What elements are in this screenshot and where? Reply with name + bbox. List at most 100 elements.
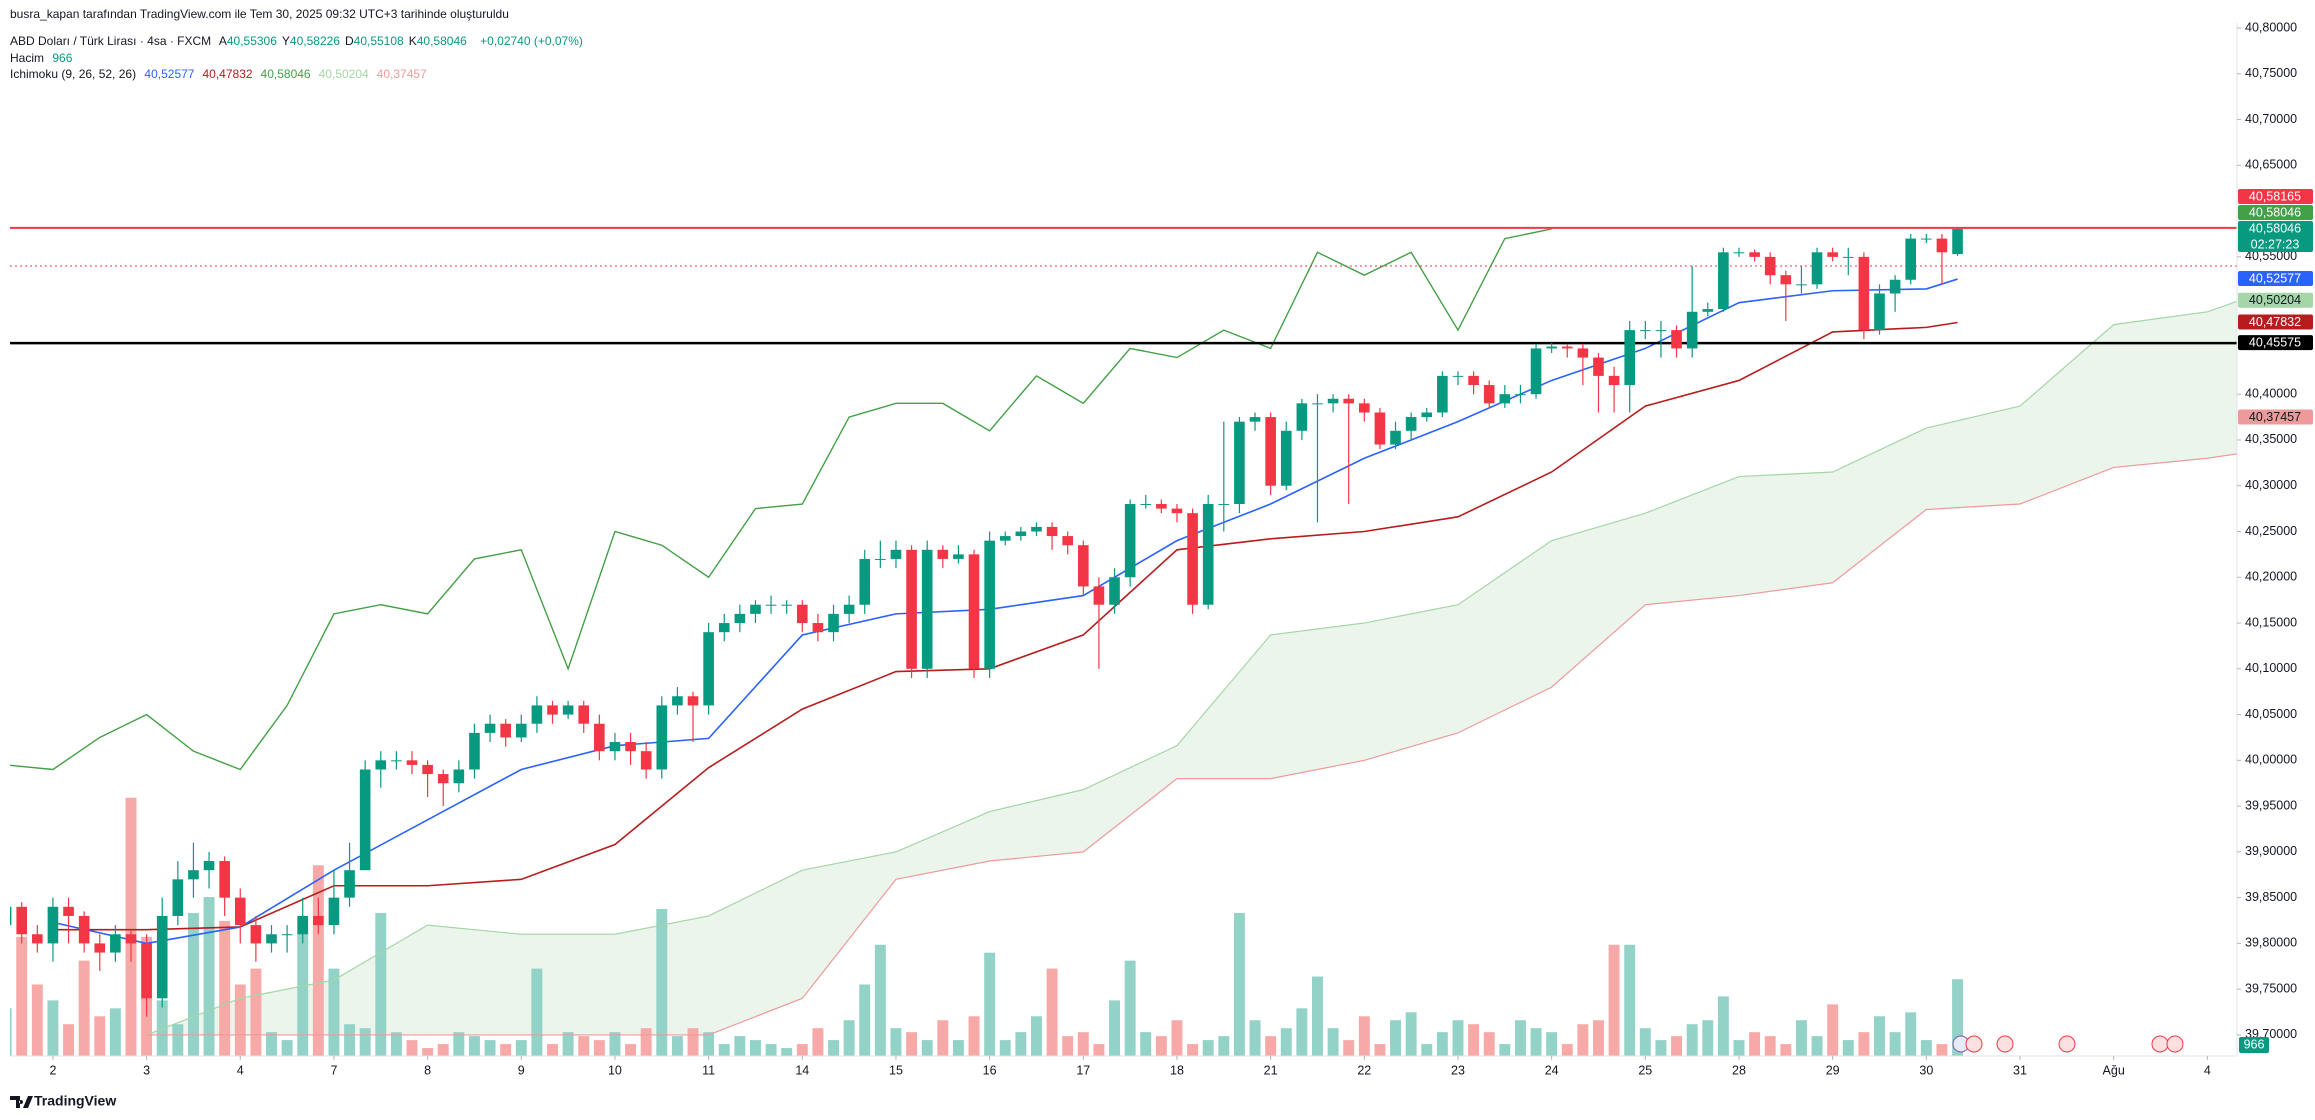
x-tick-label: 2: [49, 1063, 56, 1077]
volume-bar: [1920, 1040, 1932, 1056]
y-tick-label: 40,70000: [2245, 112, 2297, 126]
volume-bar: [1561, 1044, 1573, 1056]
candle-body: [1390, 430, 1401, 445]
volume-bar: [796, 1044, 808, 1056]
volume-bar: [1405, 1012, 1417, 1056]
volume-bar: [1764, 1036, 1776, 1056]
volume-bar: [1312, 976, 1323, 1056]
span-b-line: [146, 453, 2237, 1036]
candle-body: [10, 906, 12, 926]
x-tick-label: 18: [1170, 1063, 1184, 1077]
candle-body: [1077, 545, 1089, 587]
candle-body: [515, 723, 527, 738]
candle-body: [1718, 252, 1729, 310]
candle-body: [812, 623, 824, 633]
candle-body: [1936, 238, 1948, 253]
volume-bar: [1795, 1020, 1807, 1056]
candle-body: [359, 769, 371, 871]
volume-bar: [1202, 1040, 1214, 1056]
event-icon[interactable]: [2166, 1035, 2184, 1053]
volume-bar: [1905, 1012, 1917, 1056]
event-icons: [1952, 1035, 2184, 1053]
candle-body: [1483, 385, 1495, 404]
candle-body: [1280, 430, 1292, 486]
volume-bar: [63, 1024, 75, 1056]
volume-bar: [1358, 1016, 1370, 1056]
candle-body: [1593, 357, 1604, 376]
volume-bar: [703, 1032, 715, 1056]
candle-body: [1686, 311, 1698, 349]
volume-bar: [1608, 944, 1620, 1056]
x-tick-label: 22: [1357, 1063, 1371, 1077]
candle-body: [1905, 238, 1917, 280]
y-tick-label: 40,25000: [2245, 524, 2297, 538]
volume-bar: [344, 1024, 356, 1056]
event-icon[interactable]: [2058, 1035, 2076, 1053]
y-tick-label: 40,65000: [2245, 158, 2297, 172]
candle-body: [1405, 417, 1417, 431]
volume-bar: [1249, 1020, 1261, 1056]
candle-body: [375, 760, 387, 770]
price-badge-label: 40,58046: [2249, 205, 2301, 219]
volume-bar: [359, 1028, 371, 1056]
candle-body: [1296, 403, 1308, 431]
price-badge: [2238, 271, 2313, 287]
event-icon[interactable]: [1965, 1035, 1983, 1053]
axes: 40,80000 40,75000 40,70000 40,65000 40,55000…: [10, 20, 2313, 1077]
volume-bar: [1093, 1044, 1105, 1056]
chikou-line: [10, 228, 1552, 771]
volume-bar: [1702, 1020, 1714, 1056]
ohlc-value: 40,58226: [289, 34, 340, 48]
indicator-label[interactable]: Ichimoku (9, 26, 52, 26): [10, 67, 137, 81]
footer-logo[interactable]: TradingView: [10, 1093, 116, 1109]
volume-bar: [625, 1044, 637, 1056]
indicator-value: 40,58046: [260, 67, 311, 81]
candle-body: [1265, 417, 1276, 486]
candle-body: [78, 915, 90, 944]
candle-body: [47, 906, 59, 944]
volume-bar: [94, 1016, 106, 1056]
candle-body: [391, 760, 402, 762]
candle-body: [1327, 398, 1339, 404]
event-icon[interactable]: [1996, 1035, 2014, 1053]
price-badge-label: 40,45575: [2249, 335, 2301, 349]
candle-body: [640, 751, 652, 770]
symbol[interactable]: ABD Doları / Türk Lirası · 4sa · FXCM: [10, 34, 212, 48]
candle-body: [1499, 394, 1511, 404]
candle-body: [437, 774, 449, 784]
volume-bar: [1062, 1036, 1074, 1056]
volume-bar: [1280, 1028, 1292, 1056]
candle-body: [469, 732, 480, 770]
ohlc-key: D: [344, 34, 354, 48]
candle-body: [984, 540, 995, 669]
candle-body: [1343, 398, 1355, 404]
candle-body: [156, 915, 168, 999]
volume-bar: [578, 1036, 590, 1056]
candle-body: [750, 604, 761, 614]
x-tick-label: 17: [1076, 1063, 1090, 1077]
price-badge: [2238, 314, 2313, 330]
candle-body: [562, 705, 574, 715]
candle-body: [1171, 508, 1183, 514]
volume-bar: [843, 1020, 855, 1056]
event-icon[interactable]: [2151, 1035, 2169, 1053]
candle-body: [1546, 346, 1557, 349]
candle-body: [94, 943, 106, 953]
candle-body: [625, 742, 636, 752]
x-tick-label: 23: [1451, 1063, 1465, 1077]
candle-body: [1218, 504, 1230, 506]
candle-body: [1234, 421, 1245, 505]
volume-label[interactable]: Hacim: [10, 51, 45, 65]
candle-body: [1202, 504, 1214, 605]
volume-bar: [921, 1040, 933, 1056]
volume-bar: [16, 936, 28, 1056]
plot-area: [10, 226, 2237, 1056]
candle-body: [937, 549, 949, 559]
volume-bar: [1717, 996, 1729, 1056]
candle-body: [219, 861, 230, 898]
candle-body: [188, 870, 199, 880]
x-tick-label: 24: [1545, 1063, 1559, 1077]
candle-body: [656, 705, 668, 770]
x-tick-label: 10: [608, 1063, 622, 1077]
candle-body: [1530, 348, 1542, 395]
